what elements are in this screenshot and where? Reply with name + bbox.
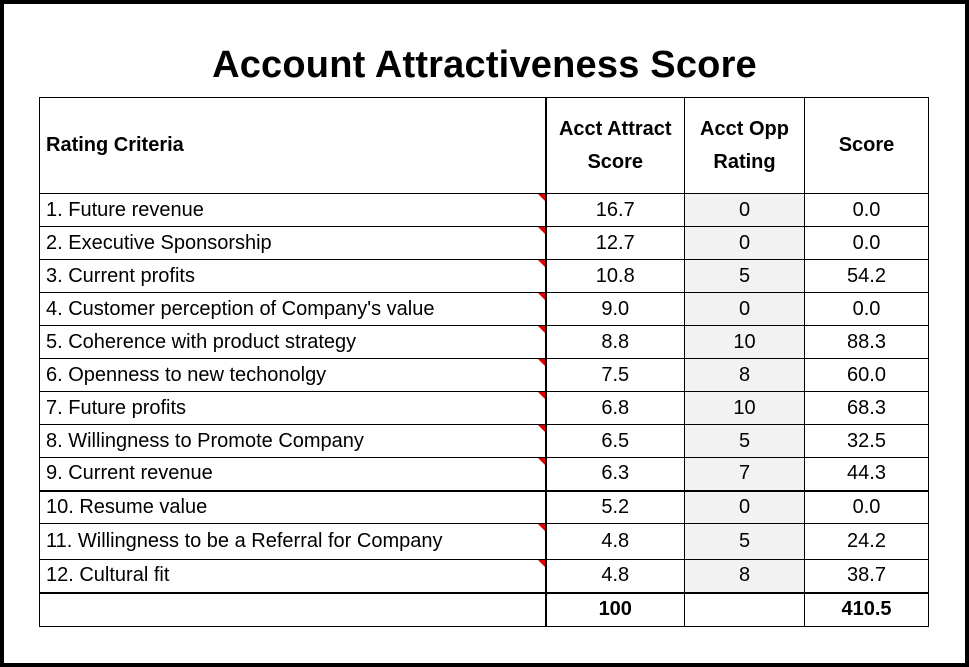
header-row: Rating Criteria Acct Attract Score Acct … bbox=[39, 97, 929, 194]
table-row: 10. Resume value 5.2 0 0.0 bbox=[39, 489, 929, 524]
table-row: 6. Openness to new techonolgy 7.5 8 60.0 bbox=[39, 358, 929, 392]
total-score: 410.5 bbox=[804, 591, 929, 627]
acct-attract-score-cell[interactable]: 6.8 bbox=[545, 391, 685, 425]
acct-opp-rating-cell[interactable]: 0 bbox=[684, 226, 805, 260]
comment-indicator-icon[interactable] bbox=[537, 326, 544, 333]
score-cell[interactable]: 0.0 bbox=[804, 226, 929, 260]
criteria-cell[interactable]: 2. Executive Sponsorship bbox=[39, 226, 547, 260]
acct-opp-rating-cell[interactable]: 0 bbox=[684, 193, 805, 227]
criteria-cell[interactable]: 1. Future revenue bbox=[39, 193, 547, 227]
acct-attract-score-cell[interactable]: 4.8 bbox=[545, 559, 685, 593]
acct-opp-rating-cell[interactable]: 5 bbox=[684, 424, 805, 458]
header-acct-opp-rating: Acct Opp Rating bbox=[684, 97, 805, 194]
criteria-cell[interactable]: 3. Current profits bbox=[39, 259, 547, 293]
table-row: 2. Executive Sponsorship 12.7 0 0.0 bbox=[39, 226, 929, 260]
table-row: 9. Current revenue 6.3 7 44.3 bbox=[39, 457, 929, 491]
table-row: 11. Willingness to be a Referral for Com… bbox=[39, 523, 929, 560]
table-row: 4. Customer perception of Company's valu… bbox=[39, 292, 929, 326]
acct-opp-rating-cell[interactable]: 10 bbox=[684, 391, 805, 425]
totals-row: 100 410.5 bbox=[39, 591, 929, 627]
acct-attract-score-cell[interactable]: 4.8 bbox=[545, 523, 685, 560]
comment-indicator-icon[interactable] bbox=[537, 392, 544, 399]
comment-indicator-icon[interactable] bbox=[537, 227, 544, 234]
header-rating-criteria: Rating Criteria bbox=[39, 97, 547, 194]
table-row: 5. Coherence with product strategy 8.8 10 8… bbox=[39, 325, 929, 359]
score-cell[interactable]: 0.0 bbox=[804, 489, 929, 524]
comment-indicator-icon[interactable] bbox=[537, 194, 544, 201]
acct-attract-score-cell[interactable]: 16.7 bbox=[545, 193, 685, 227]
criteria-cell[interactable]: 4. Customer perception of Company's valu… bbox=[39, 292, 547, 326]
acct-attract-score-cell[interactable]: 9.0 bbox=[545, 292, 685, 326]
criteria-label: 3. Current profits bbox=[46, 264, 195, 287]
acct-attract-score-cell[interactable]: 10.8 bbox=[545, 259, 685, 293]
criteria-label: 2. Executive Sponsorship bbox=[46, 231, 272, 254]
comment-indicator-icon[interactable] bbox=[537, 425, 544, 432]
score-cell[interactable]: 38.7 bbox=[804, 559, 929, 593]
acct-attract-score-cell[interactable]: 8.8 bbox=[545, 325, 685, 359]
comment-indicator-icon[interactable] bbox=[537, 458, 544, 465]
scores-table: Rating Criteria Acct Attract Score Acct … bbox=[39, 97, 929, 627]
acct-opp-rating-cell[interactable]: 0 bbox=[684, 292, 805, 326]
criteria-cell[interactable]: 6. Openness to new techonolgy bbox=[39, 358, 547, 392]
criteria-cell[interactable]: 12. Cultural fit bbox=[39, 559, 547, 593]
table-row: 12. Cultural fit 4.8 8 38.7 bbox=[39, 559, 929, 593]
criteria-cell[interactable]: 7. Future profits bbox=[39, 391, 547, 425]
acct-attract-score-cell[interactable]: 6.3 bbox=[545, 457, 685, 491]
total-opp-rating bbox=[684, 591, 805, 627]
criteria-label: 12. Cultural fit bbox=[46, 564, 170, 587]
score-cell[interactable]: 88.3 bbox=[804, 325, 929, 359]
score-cell[interactable]: 0.0 bbox=[804, 193, 929, 227]
criteria-label: 7. Future profits bbox=[46, 396, 187, 419]
acct-attract-score-cell[interactable]: 6.5 bbox=[545, 424, 685, 458]
header-score: Score bbox=[804, 97, 929, 194]
comment-indicator-icon[interactable] bbox=[537, 293, 544, 300]
criteria-label: 11. Willingness to be a Referral for Com… bbox=[46, 530, 443, 552]
acct-opp-rating-cell[interactable]: 8 bbox=[684, 559, 805, 593]
header-acct-attract-score: Acct Attract Score bbox=[545, 97, 685, 194]
acct-attract-score-cell[interactable]: 5.2 bbox=[545, 489, 685, 524]
score-cell[interactable]: 24.2 bbox=[804, 523, 929, 560]
score-cell[interactable]: 54.2 bbox=[804, 259, 929, 293]
criteria-label: 9. Current revenue bbox=[46, 462, 213, 485]
acct-opp-rating-cell[interactable]: 5 bbox=[684, 259, 805, 293]
acct-opp-rating-cell[interactable]: 8 bbox=[684, 358, 805, 392]
score-cell[interactable]: 0.0 bbox=[804, 292, 929, 326]
criteria-cell[interactable]: 11. Willingness to be a Referral for Com… bbox=[39, 523, 547, 560]
comment-indicator-icon[interactable] bbox=[537, 359, 544, 366]
total-attract-score: 100 bbox=[545, 591, 685, 627]
acct-attract-score-cell[interactable]: 7.5 bbox=[545, 358, 685, 392]
acct-opp-rating-cell[interactable]: 7 bbox=[684, 457, 805, 491]
criteria-cell[interactable]: 9. Current revenue bbox=[39, 457, 547, 491]
criteria-cell[interactable]: 10. Resume value bbox=[39, 489, 547, 524]
criteria-label: 10. Resume value bbox=[46, 495, 208, 518]
criteria-label: 1. Future revenue bbox=[46, 198, 204, 221]
table-row: 3. Current profits 10.8 5 54.2 bbox=[39, 259, 929, 293]
totals-label bbox=[39, 591, 547, 627]
acct-attract-score-cell[interactable]: 12.7 bbox=[545, 226, 685, 260]
criteria-label: 5. Coherence with product strategy bbox=[46, 330, 357, 353]
table-row: 7. Future profits 6.8 10 68.3 bbox=[39, 391, 929, 425]
comment-indicator-icon[interactable] bbox=[537, 524, 544, 531]
criteria-cell[interactable]: 8. Willingness to Promote Company bbox=[39, 424, 547, 458]
acct-opp-rating-cell[interactable]: 10 bbox=[684, 325, 805, 359]
table-row: 1. Future revenue 16.7 0 0.0 bbox=[39, 193, 929, 227]
criteria-label: 8. Willingness to Promote Company bbox=[46, 429, 364, 452]
table-body: 1. Future revenue 16.7 0 0.0 2. Executive Sp… bbox=[39, 193, 929, 593]
comment-indicator-icon[interactable] bbox=[537, 260, 544, 267]
acct-opp-rating-cell[interactable]: 0 bbox=[684, 489, 805, 524]
score-cell[interactable]: 68.3 bbox=[804, 391, 929, 425]
comment-indicator-icon[interactable] bbox=[537, 560, 544, 567]
criteria-label: 4. Customer perception of Company's valu… bbox=[46, 297, 435, 320]
score-cell[interactable]: 32.5 bbox=[804, 424, 929, 458]
acct-opp-rating-cell[interactable]: 5 bbox=[684, 523, 805, 560]
criteria-cell[interactable]: 5. Coherence with product strategy bbox=[39, 325, 547, 359]
score-cell[interactable]: 44.3 bbox=[804, 457, 929, 491]
score-cell[interactable]: 60.0 bbox=[804, 358, 929, 392]
page-title: Account Attractiveness Score bbox=[212, 44, 757, 86]
table-row: 8. Willingness to Promote Company 6.5 5 32.… bbox=[39, 424, 929, 458]
criteria-label: 6. Openness to new techonolgy bbox=[46, 363, 327, 386]
